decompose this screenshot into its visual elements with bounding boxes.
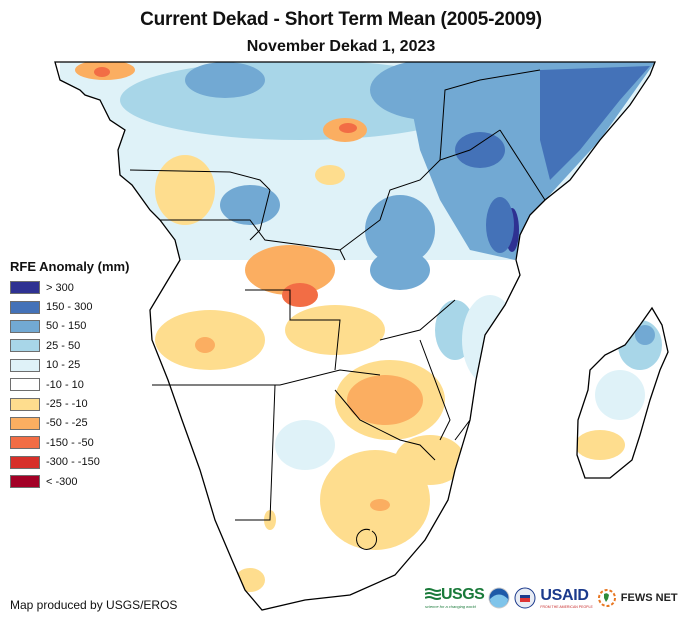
anomaly-area — [370, 499, 390, 511]
legend-item: -50 - -25 — [10, 414, 129, 433]
anomaly-layer — [60, 62, 662, 592]
anomaly-area — [185, 62, 265, 98]
usgs-logo: USGS science for a changing world — [425, 586, 485, 609]
anomaly-area — [315, 165, 345, 185]
legend-label: 50 - 150 — [46, 320, 87, 333]
anomaly-area — [285, 305, 385, 355]
legend-swatch — [10, 397, 40, 411]
partner-logos: USGS science for a changing world USAID … — [425, 586, 678, 609]
legend-swatch — [10, 358, 40, 372]
usaid-tagline: FROM THE AMERICAN PEOPLE — [540, 604, 593, 609]
noaa-logo-icon — [488, 587, 510, 608]
legend-item: -300 - -150 — [10, 453, 129, 472]
legend-item: 150 - 300 — [10, 297, 129, 316]
legend-swatch — [10, 319, 40, 333]
legend-swatch — [10, 281, 40, 295]
legend-label: < -300 — [46, 475, 78, 488]
legend-item: > 300 — [10, 278, 129, 297]
fews-net-text: FEWS NET — [620, 591, 678, 604]
country-borders — [129, 69, 546, 550]
legend-label: > 300 — [46, 281, 74, 294]
legend-item: 50 - 150 — [10, 317, 129, 336]
anomaly-area — [486, 197, 514, 253]
credit-text: Map produced by USGS/EROS — [10, 598, 178, 612]
legend-item: < -300 — [10, 472, 129, 491]
usgs-text: USGS — [441, 586, 485, 603]
usaid-text: USAID — [540, 586, 589, 604]
usgs-tagline: science for a changing world — [425, 604, 476, 609]
usaid-logo: USAID FROM THE AMERICAN PEOPLE — [540, 587, 592, 609]
legend-label: 150 - 300 — [46, 301, 93, 314]
legend-label: 25 - 50 — [46, 339, 81, 352]
anomaly-area — [347, 375, 423, 425]
anomaly-area — [575, 430, 625, 460]
legend-swatch — [10, 436, 40, 450]
anomaly-area — [245, 245, 335, 295]
anomaly-area — [94, 67, 110, 77]
legend-swatch — [10, 455, 40, 469]
legend-label: 10 - 25 — [46, 359, 81, 372]
legend-item: -25 - -10 — [10, 394, 129, 413]
legend-label: -25 - -10 — [46, 398, 88, 411]
usgs-wave-icon — [425, 588, 441, 600]
anomaly-area — [462, 295, 518, 385]
anomaly-area — [370, 250, 430, 290]
anomaly-area — [282, 283, 318, 307]
legend-label: -300 - -150 — [46, 456, 100, 469]
legend-label: -150 - -50 — [46, 436, 94, 449]
anomaly-area — [540, 66, 650, 180]
dos-seal-icon — [514, 587, 536, 608]
legend-swatch — [10, 475, 40, 489]
legend-item: 25 - 50 — [10, 336, 129, 355]
fews-globe-icon — [597, 588, 616, 607]
legend-item: -150 - -50 — [10, 433, 129, 452]
legend: RFE Anomaly (mm) > 300 150 - 300 50 - 150 2… — [10, 259, 129, 491]
anomaly-area — [455, 132, 505, 168]
anomaly-area — [339, 123, 357, 133]
anomaly-area — [220, 185, 280, 225]
legend-item: 10 - 25 — [10, 356, 129, 375]
legend-label: -50 - -25 — [46, 417, 88, 430]
legend-swatch — [10, 378, 40, 392]
legend-label: -10 - 10 — [46, 378, 84, 391]
legend-swatch — [10, 416, 40, 430]
anomaly-area — [235, 568, 265, 592]
anomaly-area — [275, 420, 335, 470]
legend-swatch — [10, 300, 40, 314]
map-title: Current Dekad - Short Term Mean (2005-20… — [140, 9, 542, 30]
map-subtitle: November Dekad 1, 2023 — [246, 38, 436, 55]
anomaly-area — [195, 337, 215, 353]
legend-title: RFE Anomaly (mm) — [10, 259, 130, 274]
anomaly-area — [595, 370, 645, 420]
legend-swatch — [10, 339, 40, 353]
anomaly-area — [155, 155, 215, 225]
legend-item: -10 - 10 — [10, 375, 129, 394]
anomaly-area — [635, 325, 655, 345]
